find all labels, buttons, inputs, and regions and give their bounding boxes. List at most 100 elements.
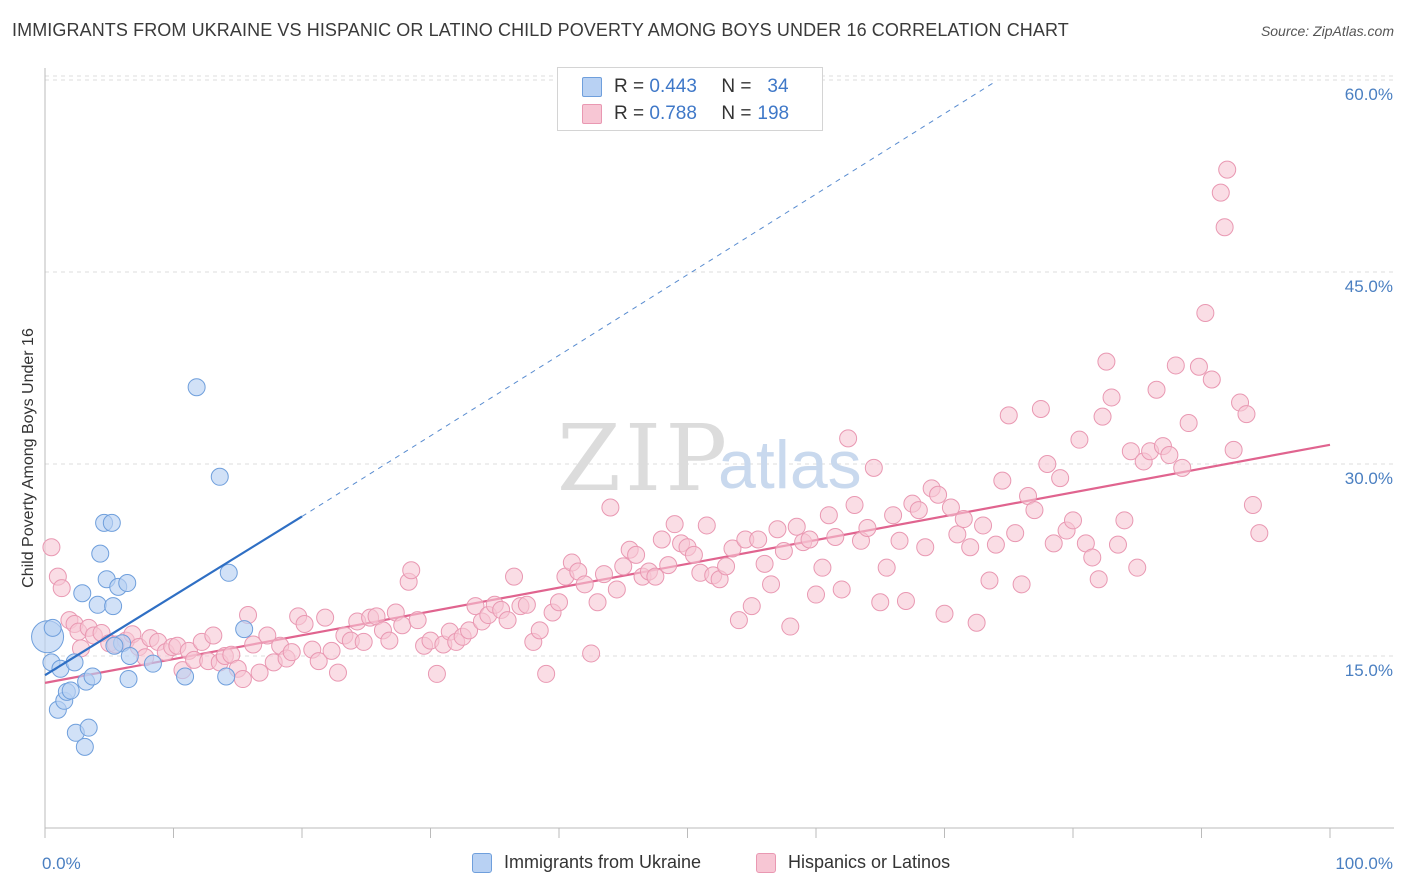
hispanic-point xyxy=(684,545,703,564)
hispanic-point xyxy=(813,558,832,577)
legend-r-value: 0.788 xyxy=(649,103,697,124)
ukraine-point xyxy=(210,467,229,486)
hispanic-point xyxy=(393,616,412,635)
hispanic-point xyxy=(1089,570,1108,589)
y-tick-label: 30.0% xyxy=(1345,469,1393,488)
ukraine-points xyxy=(31,378,254,756)
ukraine-point xyxy=(73,584,92,603)
hispanic-point xyxy=(594,565,613,584)
hispanic-point xyxy=(652,530,671,549)
hispanic-point xyxy=(1064,511,1082,530)
x-tick-labels: 0.0% 100.0% xyxy=(42,854,1393,873)
ukraine-trend-extension xyxy=(301,80,997,517)
hispanic-legend-swatch xyxy=(756,852,776,873)
hispanic-point xyxy=(1083,548,1102,567)
hispanic-point xyxy=(52,579,71,598)
hispanic-point xyxy=(1215,218,1234,237)
legend-r-value: 0.443 xyxy=(649,76,697,97)
ukraine-point xyxy=(143,654,162,673)
ukraine-point xyxy=(105,636,124,655)
hispanic-point xyxy=(354,632,373,651)
hispanic-point xyxy=(607,580,626,599)
ukraine-point xyxy=(235,620,254,639)
hispanic-point xyxy=(588,593,607,612)
hispanic-point xyxy=(1224,440,1243,459)
ukraine-point xyxy=(61,681,80,700)
hispanic-point xyxy=(993,471,1012,490)
hispanic-point xyxy=(1121,442,1140,461)
axes xyxy=(44,68,1394,829)
x-ticks xyxy=(44,828,1331,838)
hispanic-point xyxy=(659,556,678,575)
hispanic-point xyxy=(498,611,517,630)
hispanic-point xyxy=(1025,501,1044,520)
hispanic-swatch xyxy=(582,104,602,124)
hispanic-point xyxy=(408,611,427,630)
hispanic-point xyxy=(204,626,223,645)
hispanic-point xyxy=(1070,430,1089,449)
hispanic-point xyxy=(1202,370,1221,389)
hispanic-point xyxy=(1211,183,1230,202)
hispanic-point xyxy=(427,664,446,683)
hispanic-point xyxy=(787,517,806,536)
y-tick-label: 15.0% xyxy=(1345,661,1393,680)
hispanic-point xyxy=(1006,524,1025,543)
hispanic-point xyxy=(1243,495,1262,514)
hispanic-point xyxy=(768,520,787,539)
ukraine-trend-line xyxy=(44,80,997,677)
hispanic-point xyxy=(517,595,536,614)
hispanic-point xyxy=(871,593,890,612)
hispanic-point xyxy=(697,516,716,535)
ukraine-legend-swatch xyxy=(472,852,492,873)
hispanic-point xyxy=(1237,405,1256,424)
chart-title: IMMIGRANTS FROM UKRAINE VS HISPANIC OR L… xyxy=(12,20,1069,40)
hispanic-point xyxy=(1051,469,1070,488)
hispanic-point xyxy=(1038,455,1057,473)
hispanic-point xyxy=(1147,380,1166,399)
hispanic-point xyxy=(723,539,742,558)
watermark: ZIP atlas xyxy=(557,405,862,512)
ukraine-point xyxy=(187,378,206,397)
hispanic-point xyxy=(762,575,781,594)
y-tick-labels: 15.0% 30.0% 45.0% 60.0% xyxy=(1345,85,1393,680)
hispanic-point xyxy=(460,621,479,640)
hispanic-point xyxy=(954,510,973,529)
hispanic-point xyxy=(537,664,556,683)
ukraine-swatch xyxy=(582,77,602,97)
ukraine-point xyxy=(118,574,137,593)
hispanic-point xyxy=(845,495,864,514)
hispanic-point xyxy=(1097,352,1116,371)
ukraine-point xyxy=(79,718,98,737)
legend-n-value: 198 xyxy=(757,103,790,124)
hispanic-point xyxy=(980,571,999,590)
hispanic-point xyxy=(999,406,1018,425)
legend-row-ukraine: R = 0.443 N = 34 xyxy=(582,75,789,99)
hispanic-point xyxy=(646,567,665,586)
hispanic-point xyxy=(309,652,328,671)
hispanic-point xyxy=(575,575,594,594)
hispanic-point xyxy=(665,515,684,534)
hispanic-point xyxy=(839,429,858,448)
hispanic-point xyxy=(1128,558,1147,577)
ukraine-point xyxy=(104,597,123,616)
legend-row-hispanic: R = 0.788 N = 198 xyxy=(582,102,789,126)
hispanic-point xyxy=(961,538,980,557)
hispanic-point xyxy=(826,527,845,546)
hispanic-point xyxy=(328,663,347,682)
hispanic-point xyxy=(884,506,903,525)
hispanic-point xyxy=(807,585,825,604)
hispanic-point xyxy=(832,580,851,599)
hispanic-point xyxy=(774,542,793,561)
ukraine-point xyxy=(75,737,94,756)
ukraine-point xyxy=(43,618,62,637)
hispanic-legend-label: Hispanics or Latinos xyxy=(788,852,951,872)
hispanic-point xyxy=(1189,357,1208,376)
hispanic-point xyxy=(1115,511,1134,530)
ukraine-point xyxy=(91,544,110,563)
hispanic-point xyxy=(864,458,883,477)
ukraine-point xyxy=(217,667,236,686)
hispanic-point xyxy=(929,485,948,504)
watermark-zip: ZIP xyxy=(557,405,731,512)
hispanic-point xyxy=(316,608,335,627)
hispanic-point xyxy=(890,531,909,550)
